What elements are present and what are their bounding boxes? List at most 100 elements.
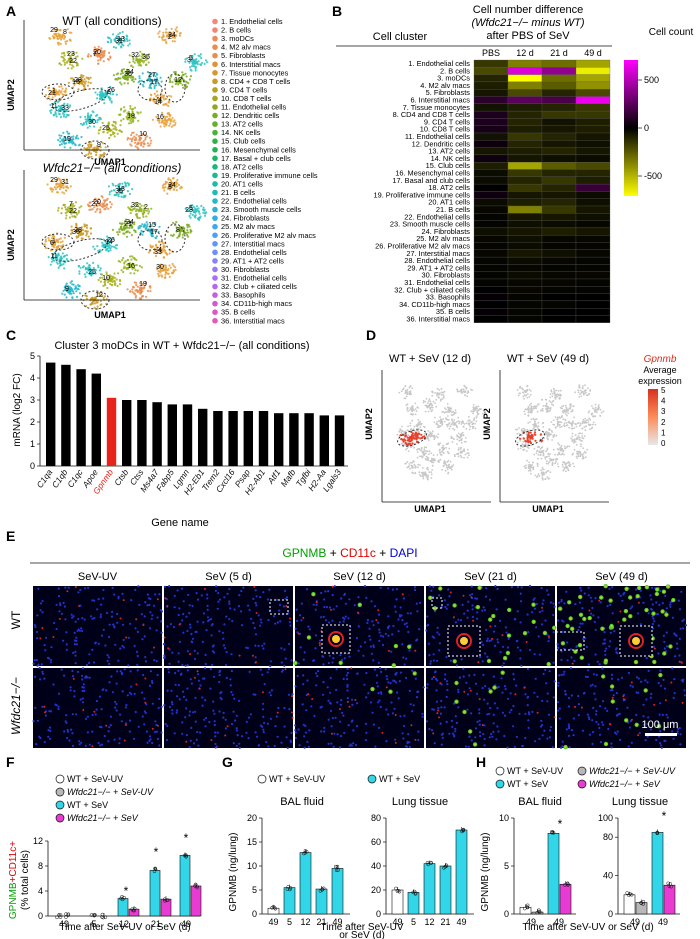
gpnmb-point [477,405,480,408]
umap-point [170,125,173,128]
gpnmb-point [424,410,427,413]
gpnmb-point [446,402,449,405]
gpnmb-point [537,473,540,475]
gpnmb-point [563,468,566,470]
umap-point [116,231,119,234]
cd11c-signal [74,586,77,588]
dapi-nucleus [182,631,185,634]
umap-cluster-label: 27 [91,201,99,208]
cd11c-signal [125,636,128,639]
gpnmb-point [439,422,442,424]
umap-point [69,146,72,149]
gpnmb-point [522,395,525,398]
gpnmb-point [426,406,429,409]
umap-point [53,28,56,31]
gpnmb-high-point [533,431,537,434]
dapi-nucleus [347,617,350,620]
umap-point [86,55,89,58]
micrograph-tile [164,586,293,666]
gpnmb-point [483,410,486,413]
legend-swatch [212,241,218,247]
umap-point [99,118,102,121]
gpnmb-point [533,418,536,421]
umap-point [80,135,83,139]
gpnmb-point [534,420,536,423]
umap-point [155,81,158,85]
legend-swatch [212,249,218,256]
umap-point [105,128,109,131]
umap-point [137,81,140,84]
gpnmb-point [548,432,551,435]
umap-point [164,273,167,276]
cd11c-signal [285,605,288,607]
dapi-nucleus [320,591,323,595]
gpnmb-point [449,425,452,427]
heatmap-cell [473,154,509,163]
panel-d-colorbar-tick-label: 5 [661,386,666,395]
heatmap-cell [541,110,577,119]
gpnmb-point [552,448,555,451]
heatmap-cell [473,59,509,68]
umap-point [203,214,207,217]
gpnmb-high-point [406,436,409,439]
dapi-nucleus [65,643,68,646]
heatmap-cell [473,140,509,148]
gpnmb-high-point [418,432,421,435]
gpnmb-point [589,389,592,391]
dapi-nucleus [206,616,210,619]
umap-point [158,240,161,243]
legend-swatch [212,95,218,102]
dapi-nucleus [176,589,179,592]
gpnmb-point [536,450,538,453]
umap-point [136,216,139,220]
umap-point [163,125,166,128]
umap-point [52,87,55,90]
heatmap-cell [473,213,509,221]
gpnmb-point [438,444,440,446]
gpnmb-point [452,464,455,466]
umap-point [76,213,79,216]
gpnmb-point [594,403,597,406]
gpnmb-point [556,418,558,421]
umap-point [116,284,119,288]
heatmap-cell [541,125,577,134]
gpnmb-point [551,403,553,406]
gpnmb-point [568,445,571,448]
gpnmb-point [530,406,533,409]
gpnmb-point [439,425,442,428]
umap-point [148,53,151,56]
dapi-nucleus [149,611,152,614]
dapi-nucleus [274,622,277,625]
umap-point [163,117,167,120]
dapi-nucleus [357,649,360,652]
umap-point [138,297,142,300]
gpnmb-point [454,409,457,412]
umap-point [172,221,175,224]
umap-point [119,260,122,263]
umap-point [108,190,111,194]
dapi-nucleus [122,623,125,626]
umap-point [68,106,71,109]
cd11c-signal [163,636,166,639]
gpnmb-point [448,463,450,466]
umap-point [169,122,172,125]
umap-point [113,194,116,197]
gpnmb-point [460,456,463,459]
umap-point [96,305,99,308]
gpnmb-point [412,466,414,469]
gpnmb-point [551,400,554,403]
heatmap-cell [473,256,509,265]
umap-point [69,138,72,141]
dapi-nucleus [284,589,287,593]
panel-c-bar: Cluster 3 moDCs in WT + Wfdc21−/− (all c… [12,340,348,529]
dapi-nucleus [65,631,68,634]
umap-point [197,217,200,220]
umap-point [58,34,61,38]
gpnmb-point [582,421,585,423]
umap-point [163,98,166,101]
gpnmb-point [585,456,587,459]
dapi-nucleus [332,657,335,660]
umap-point [110,189,113,192]
umap-point [121,222,124,225]
panel-e-image-grid [32,584,687,750]
